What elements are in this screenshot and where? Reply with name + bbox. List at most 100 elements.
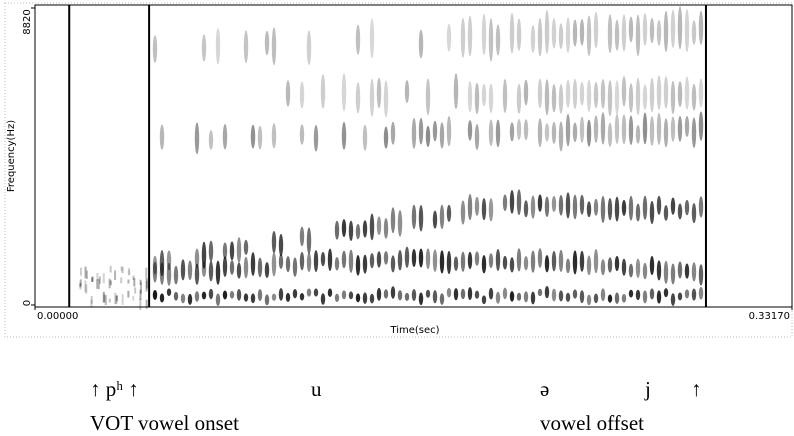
texture [663,76,669,109]
texture [390,286,396,299]
texture [593,81,599,109]
texture [684,116,690,137]
texture [383,289,389,299]
texture [523,119,529,141]
texture [397,210,403,237]
texture [488,198,494,222]
texture [677,292,683,301]
texture [530,195,536,219]
texture [208,130,214,150]
texture [684,289,690,299]
texture [670,80,676,115]
texture [621,76,627,107]
texture [139,298,142,310]
texture [621,114,627,145]
annotation: ↑ pʰ ↑ [90,377,139,401]
texture [320,252,326,267]
texture [139,282,142,294]
texture [509,257,515,273]
texture [684,199,690,216]
texture [121,294,124,305]
texture [677,261,683,279]
texture [334,257,340,271]
texture [243,256,249,279]
x-axis-label: Time(sec) [389,325,439,336]
texture [467,251,473,270]
texture [558,84,564,114]
texture [698,111,704,141]
texture [481,198,487,221]
texture [439,293,445,305]
texture [565,17,571,53]
texture [411,289,417,302]
texture [362,292,368,304]
texture [446,23,452,52]
texture [635,289,641,301]
texture [656,290,662,304]
texture [355,254,361,276]
texture [628,195,634,221]
texture [649,256,655,276]
texture [698,264,704,286]
texture [663,205,669,221]
texture [208,260,214,282]
texture [579,81,585,106]
texture [537,288,543,297]
texture [98,276,101,284]
texture [79,284,82,290]
texture [558,23,564,50]
texture [656,75,662,110]
texture [159,250,165,277]
texture [593,293,599,304]
texture [299,251,305,271]
texture [572,122,578,143]
texture [285,256,291,273]
texture [670,263,676,285]
texture [418,117,424,145]
texture [530,250,536,273]
texture [656,195,662,215]
texture [264,262,270,278]
texture [236,289,242,301]
texture [544,196,550,217]
texture [355,293,361,303]
texture [488,253,494,268]
texture [614,196,620,222]
texture [79,282,82,288]
texture [208,240,214,262]
texture [139,289,142,300]
texture [460,17,466,58]
texture [656,260,662,281]
texture [502,194,508,212]
texture [264,294,270,306]
texture [271,252,277,277]
texture [271,293,277,301]
texture [467,194,473,221]
texture [691,20,697,45]
texture [383,126,389,149]
texture [166,262,172,286]
texture [621,14,627,52]
texture [376,287,382,301]
texture [635,203,641,222]
texture [109,265,112,273]
y-tick-label: 0 [22,300,33,306]
y-axis-label: Frequency(Hz) [6,120,17,192]
texture [159,293,165,303]
texture [355,223,361,240]
texture [180,259,186,281]
texture [516,18,522,51]
texture [425,125,431,147]
texture [439,122,445,149]
y-tick-label: 8820 [22,9,33,34]
texture [439,250,445,274]
texture [516,118,522,140]
texture [201,291,207,300]
texture [278,233,284,257]
texture [278,254,284,269]
annotation: VOT vowel onset [90,411,239,435]
texture [544,286,550,299]
texture [187,260,193,281]
texture [460,200,466,225]
